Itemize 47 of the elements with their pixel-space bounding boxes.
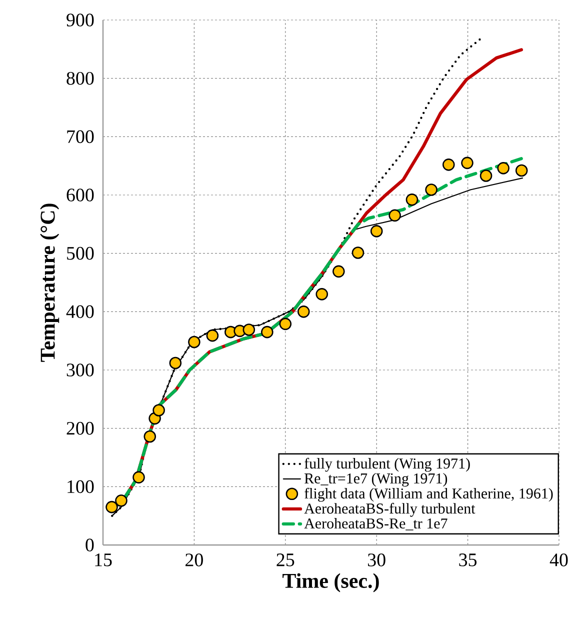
point	[425, 184, 438, 196]
point	[352, 246, 364, 259]
y-tick-label: 700	[67, 130, 94, 144]
point	[261, 326, 274, 338]
y-tick-label: 200	[66, 422, 94, 435]
point	[115, 494, 128, 507]
point	[461, 156, 474, 170]
point	[480, 170, 492, 182]
x-tick-label: 30	[368, 554, 386, 566]
point	[206, 329, 219, 342]
y-tick-label: 900	[66, 14, 94, 26]
y-tick-label: 800	[66, 72, 94, 85]
point	[169, 356, 182, 370]
y-tick-label: 500	[67, 246, 94, 260]
y-tick-label: 400	[66, 305, 94, 318]
y-tick-label: 300	[66, 364, 94, 376]
legend-label: AeroheataBS-fully turbulent	[304, 502, 476, 517]
point	[297, 306, 310, 318]
point	[515, 164, 528, 177]
x-tick-label: 40	[550, 554, 568, 566]
y-axis-title: Temperature (°C)	[40, 204, 60, 362]
point	[497, 162, 510, 174]
x-tick-label: 15	[95, 554, 112, 566]
point	[332, 265, 345, 278]
point	[406, 194, 418, 206]
legend-label: flight data (William and Katherine, 1961)	[304, 488, 553, 502]
x-tick-label: 35	[459, 554, 477, 566]
x-axis-title: Time (sec.)	[282, 573, 379, 592]
legend-label: AeroheataBS-Re_tr 1e7	[304, 518, 448, 530]
x-tick-label: 20	[186, 554, 203, 566]
point	[188, 336, 200, 348]
point	[388, 209, 401, 222]
y-tick-label: 600	[66, 188, 94, 202]
legend-label: fully turbulent (Wing 1971)	[304, 458, 470, 472]
point	[132, 471, 145, 484]
point	[370, 225, 383, 238]
point	[442, 158, 455, 171]
y-tick-label: 0	[86, 538, 94, 552]
point	[279, 318, 292, 330]
point	[144, 430, 156, 443]
point	[152, 404, 165, 416]
point	[242, 324, 256, 336]
legend-label: Re_tr=1e7 (Wing 1971)	[304, 472, 448, 487]
x-tick-label: 25	[276, 554, 294, 566]
point	[316, 288, 328, 300]
y-tick-label: 100	[68, 480, 94, 494]
point	[106, 500, 118, 514]
